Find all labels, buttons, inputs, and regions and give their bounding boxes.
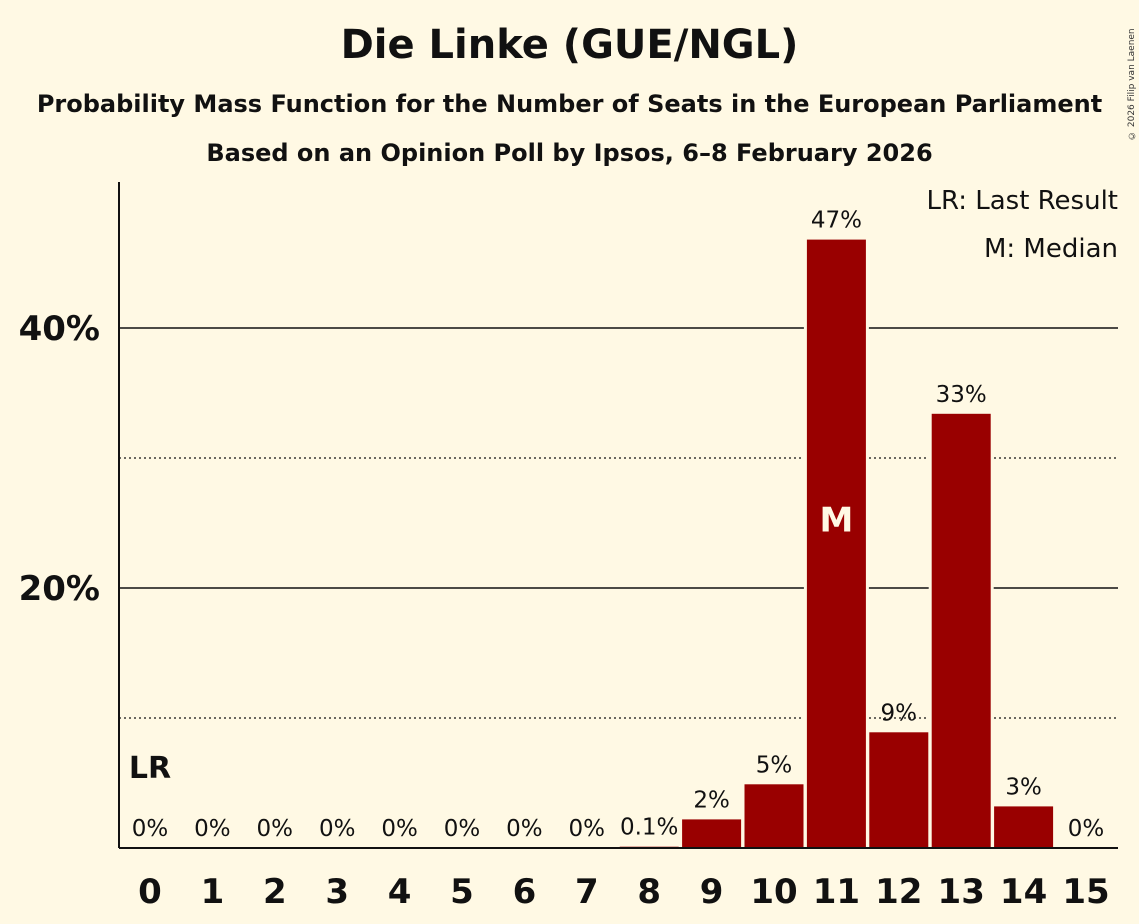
bar-value-label: 0% [319, 816, 356, 842]
bar-value-label: 0% [506, 816, 543, 842]
x-tick-label: 2 [263, 872, 287, 912]
x-tick-label: 11 [813, 872, 860, 912]
legend-last-result: LR: Last Result [926, 186, 1118, 216]
bar-value-label: 0% [1068, 816, 1105, 842]
bar-value-label: 2% [693, 787, 730, 813]
bar-value-label: 0% [569, 816, 606, 842]
x-tick-label: 3 [325, 872, 349, 912]
x-tick-label: 9 [700, 872, 724, 912]
bar-value-label: 47% [811, 208, 862, 234]
data-labels: 20%40%0%00%10%20%30%40%50%60%70.1%82%95%… [19, 208, 1110, 912]
bar-value-label: 5% [756, 752, 793, 778]
bar-value-label: 9% [881, 700, 918, 726]
chart-source-line: Based on an Opinion Poll by Ipsos, 6–8 F… [206, 139, 933, 167]
bar [869, 732, 929, 848]
chart-subtitle: Probability Mass Function for the Number… [36, 90, 1103, 118]
chart-title: Die Linke (GUE/NGL) [340, 22, 799, 68]
bars [616, 236, 1057, 849]
median-marker: M [819, 501, 853, 541]
bar [806, 239, 866, 849]
bar [931, 413, 991, 848]
bar-value-label: 0% [194, 816, 231, 842]
y-tick-label: 20% [19, 569, 100, 609]
x-tick-label: 6 [513, 872, 537, 912]
last-result-marker: LR [129, 751, 171, 786]
bar-value-label: 0% [444, 816, 481, 842]
x-tick-label: 13 [938, 872, 985, 912]
x-tick-label: 14 [1000, 872, 1047, 912]
bar-value-label: 0% [257, 816, 294, 842]
legend-median: M: Median [984, 234, 1118, 264]
bar-halo [616, 843, 682, 847]
x-tick-label: 4 [388, 872, 412, 912]
bar-value-label: 0.1% [620, 815, 678, 841]
bar-value-label: 0% [381, 816, 418, 842]
x-tick-label: 12 [875, 872, 922, 912]
bar [744, 784, 804, 848]
x-tick-label: 15 [1062, 872, 1109, 912]
x-tick-label: 5 [450, 872, 474, 912]
bar-value-label: 33% [936, 382, 987, 408]
x-tick-label: 0 [138, 872, 162, 912]
bar [994, 806, 1054, 848]
y-tick-label: 40% [19, 309, 100, 349]
x-tick-label: 1 [201, 872, 225, 912]
bar-value-label: 0% [132, 816, 169, 842]
bar-value-label: 3% [1005, 774, 1042, 800]
x-tick-label: 7 [575, 872, 599, 912]
bar [682, 819, 742, 848]
x-tick-label: 8 [637, 872, 661, 912]
x-tick-label: 10 [750, 872, 797, 912]
